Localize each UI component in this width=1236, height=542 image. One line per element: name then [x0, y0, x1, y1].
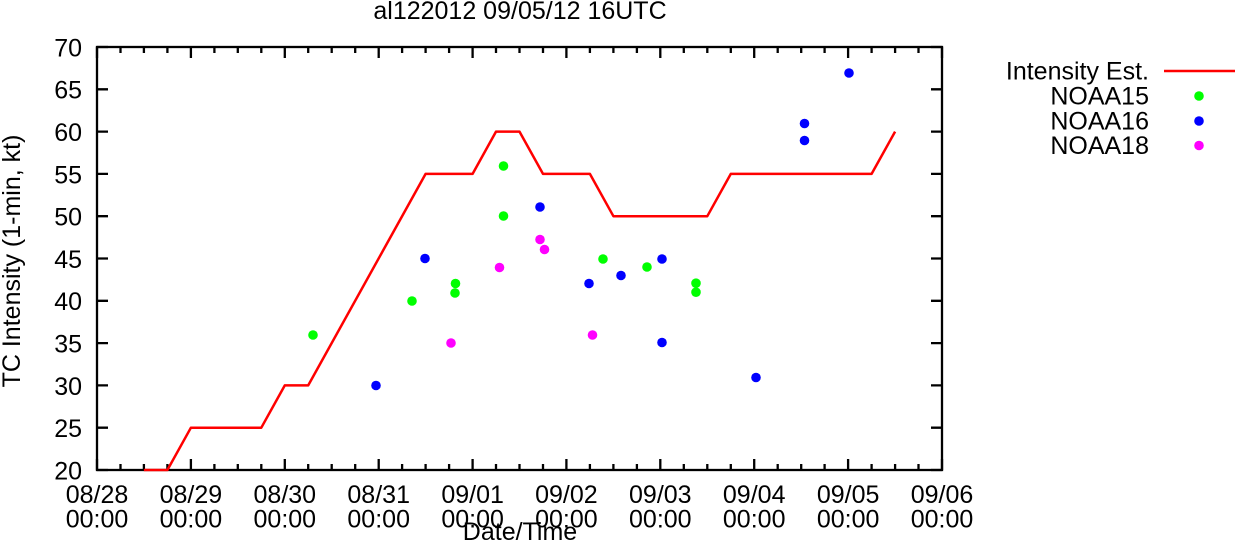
svg-text:08/30: 08/30: [254, 481, 317, 509]
svg-text:08/28: 08/28: [66, 481, 129, 509]
svg-text:09/02: 09/02: [535, 481, 598, 509]
svg-text:Date/Time: Date/Time: [463, 518, 577, 542]
svg-text:00:00: 00:00: [254, 506, 317, 534]
svg-text:00:00: 00:00: [535, 506, 598, 534]
svg-text:NOAA18: NOAA18: [1050, 132, 1149, 160]
svg-text:00:00: 00:00: [911, 506, 974, 534]
svg-text:09/01: 09/01: [441, 481, 504, 509]
svg-text:45: 45: [54, 246, 82, 274]
svg-text:09/05: 09/05: [817, 481, 880, 509]
svg-text:Intensity Est.: Intensity Est.: [1006, 57, 1149, 85]
svg-text:TC Intensity (1-min, kt): TC Intensity (1-min, kt): [0, 135, 26, 388]
svg-text:08/31: 08/31: [347, 481, 410, 509]
svg-text:00:00: 00:00: [441, 506, 504, 534]
svg-text:00:00: 00:00: [817, 506, 880, 534]
svg-text:08/29: 08/29: [160, 481, 223, 509]
svg-text:55: 55: [54, 161, 82, 189]
svg-text:00:00: 00:00: [347, 506, 410, 534]
svg-text:00:00: 00:00: [629, 506, 692, 534]
svg-text:25: 25: [54, 415, 82, 443]
svg-text:00:00: 00:00: [160, 506, 223, 534]
svg-text:NOAA16: NOAA16: [1050, 107, 1149, 135]
svg-text:40: 40: [54, 288, 82, 316]
svg-text:30: 30: [54, 373, 82, 401]
svg-text:65: 65: [54, 77, 82, 105]
svg-text:00:00: 00:00: [66, 506, 129, 534]
svg-text:60: 60: [54, 119, 82, 147]
svg-text:NOAA15: NOAA15: [1050, 82, 1149, 110]
svg-text:50: 50: [54, 204, 82, 232]
svg-text:09/06: 09/06: [911, 481, 974, 509]
svg-text:35: 35: [54, 331, 82, 359]
svg-text:00:00: 00:00: [723, 506, 786, 534]
svg-text:09/03: 09/03: [629, 481, 692, 509]
svg-text:09/04: 09/04: [723, 481, 786, 509]
svg-text:20: 20: [54, 457, 82, 485]
svg-text:70: 70: [54, 34, 82, 62]
svg-text:al122012 09/05/12 16UTC: al122012 09/05/12 16UTC: [373, 0, 666, 25]
